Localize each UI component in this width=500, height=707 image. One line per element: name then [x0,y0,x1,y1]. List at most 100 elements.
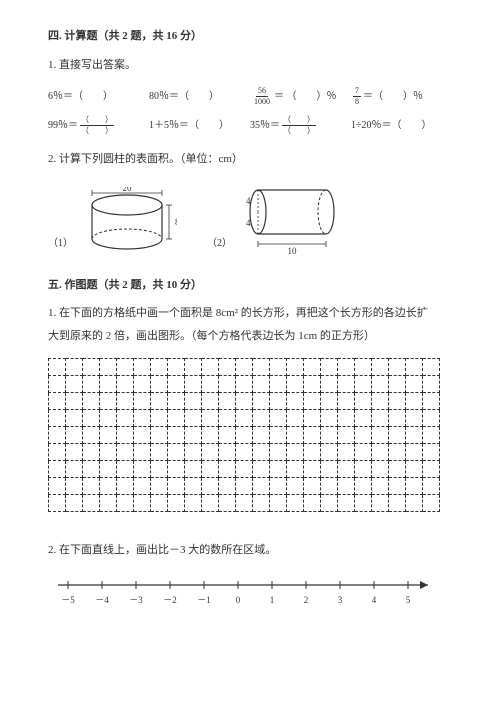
grid-cell [321,393,338,410]
grid-cell [304,410,321,427]
grid-cell [236,478,253,495]
grid-cell [304,461,321,478]
frac-blank-icon: （ ） （ ） [282,116,316,135]
grid-cell [49,376,66,393]
grid-cell [236,359,253,376]
grid-cell [219,478,236,495]
grid-cell [355,478,372,495]
fig2-top-label: 4 [246,196,251,206]
eq-r2c1-left: 99％＝ [48,118,78,133]
grid-cell [406,427,423,444]
number-line: －5－4－3－2－1012345 [48,573,452,619]
grid-cell [355,359,372,376]
grid-cell [389,444,406,461]
grid-cell [406,359,423,376]
eq-r1c4: 7 8 ＝（ ）％ [351,87,452,106]
grid-cell [389,359,406,376]
grid-cell [185,427,202,444]
grid-cell [168,461,185,478]
grid-cell [270,427,287,444]
grid-cell [202,495,219,512]
grid-cell [406,444,423,461]
numline-tick-label: 5 [406,595,411,605]
grid-cell [423,444,440,461]
grid-cell [270,410,287,427]
fig2-bot-label: 4 [246,218,251,228]
grid-cell [304,376,321,393]
grid-cell [100,478,117,495]
grid-cell [49,478,66,495]
grid-cell [168,478,185,495]
grid-cell [236,444,253,461]
numline-tick-label: 2 [304,595,309,605]
grid-cell [219,359,236,376]
numline-tick-label: －3 [129,595,143,605]
grid-cell [406,393,423,410]
grid-cell [253,410,270,427]
grid-cell [270,359,287,376]
grid-cell [287,410,304,427]
grid-cell [117,393,134,410]
grid-cell [100,427,117,444]
grid-cell [321,359,338,376]
grid-cell [372,444,389,461]
grid-cell [202,444,219,461]
eq-row-1: 6％＝（ ） 80％＝（ ） 56 1000 ＝ （ ）％ 7 8 ＝（ ）％ [48,87,452,106]
grid-cell [151,495,168,512]
grid-cell [100,461,117,478]
grid-cell [100,393,117,410]
q4-2-text: 2. 计算下列圆柱的表面积。（单位：cm） [48,151,452,168]
grid-cell [287,376,304,393]
number-line-icon: －5－4－3－2－1012345 [48,573,448,613]
grid-cell [83,359,100,376]
grid-cell [406,461,423,478]
grid-cell [49,359,66,376]
grid-cell [134,495,151,512]
grid-cell [389,478,406,495]
figure-2-wrap: （2） 4 4 10 [207,182,346,257]
grid-cell [355,444,372,461]
grid-cell [219,495,236,512]
grid-cell [389,393,406,410]
grid-cell [321,427,338,444]
grid-cell [49,410,66,427]
numline-tick-label: 3 [338,595,343,605]
grid-cell [338,478,355,495]
grid-cell [202,359,219,376]
grid-cell [134,461,151,478]
grid-cell [66,427,83,444]
grid-cell [270,495,287,512]
grid-cell [253,478,270,495]
eq-r1c1-text: 6％＝（ ） [48,89,113,104]
grid-cell [151,427,168,444]
grid-cell [287,444,304,461]
grid-cell [423,461,440,478]
q5-2-text: 2. 在下面直线上，画出比－3 大的数所在区域。 [48,542,452,559]
grid-cell [372,495,389,512]
q5-1-line1: 1. 在下面的方格纸中画一个面积是 8cm² 的长方形，再把这个长方形的各边长扩 [48,305,452,322]
frac-num: 7 [353,87,361,97]
grid-table [48,358,440,512]
numline-tick-label: －5 [61,595,75,605]
grid-cell [117,359,134,376]
grid-cell [185,376,202,393]
numline-tick-label: －4 [95,595,109,605]
grid-cell [423,359,440,376]
grid-cell [49,427,66,444]
grid-cell [83,410,100,427]
frac-blank-icon: （ ） （ ） [80,116,114,135]
eq-r2c2-text: 1＋5％＝（ ） [149,118,229,133]
grid-cell [49,393,66,410]
grid-cell [338,444,355,461]
grid-cell [185,359,202,376]
grid-cell [219,393,236,410]
eq-r1c4-right: ＝（ ）％ [363,89,423,104]
grid-cell [202,478,219,495]
grid-cell [168,427,185,444]
eq-r1c2-text: 80％＝（ ） [149,89,219,104]
eq-r2c2: 1＋5％＝（ ） [149,116,250,135]
grid-cell [321,376,338,393]
grid-cell [151,359,168,376]
grid-cell [304,359,321,376]
grid-cell [83,427,100,444]
